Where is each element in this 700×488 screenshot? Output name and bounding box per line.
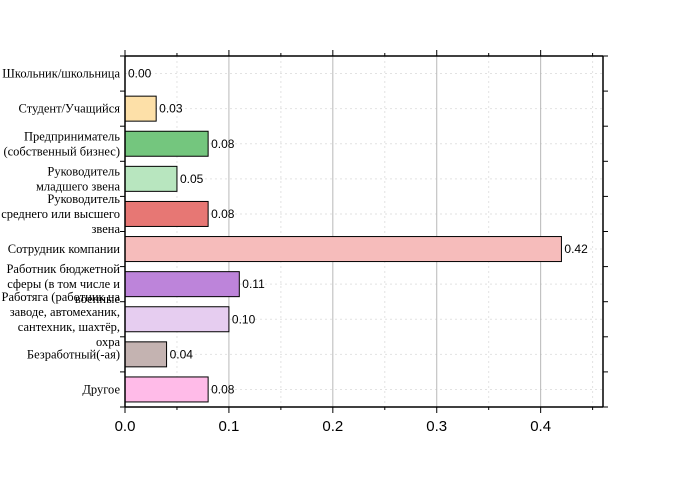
bar — [124, 165, 178, 192]
x-tick-label: 0.0 — [115, 418, 136, 435]
category-label: Работник бюджетной сферы (в том числе и во… — [6, 262, 120, 306]
bars — [124, 95, 562, 403]
axes: 0.0 0.1 0.2 0.3 0.4 — [115, 50, 608, 435]
value-label: 0.42 — [564, 242, 588, 256]
x-tick-label: 0.3 — [426, 418, 447, 435]
category-label: Работяга (работник на заводе, автомеханик… — [2, 290, 121, 349]
bar — [124, 271, 240, 298]
value-label: 0.10 — [232, 312, 256, 326]
category-label: Другое — [82, 382, 120, 396]
bar — [124, 306, 230, 333]
category-label: Руководитель среднего или высшего звена — [1, 192, 120, 236]
category-label: Сотрудник компании — [8, 242, 120, 256]
value-label: 0.08 — [211, 382, 235, 396]
value-label: 0.00 — [128, 67, 152, 81]
category-label: Школьник/школьница — [2, 67, 120, 81]
category-label: Руководитель младшего звена — [36, 164, 120, 193]
value-label: 0.11 — [242, 277, 265, 291]
value-label: 0.04 — [170, 347, 194, 361]
bar — [124, 376, 209, 403]
value-label: 0.03 — [159, 102, 183, 116]
value-label: 0.05 — [180, 172, 204, 186]
value-labels: 0.00 0.03 0.08 0.05 0.08 0.42 0.11 0.10 0.04 0.08 — [128, 67, 588, 397]
x-tick-label: 0.4 — [530, 418, 551, 435]
bar — [124, 236, 562, 263]
bar — [124, 130, 209, 157]
value-label: 0.08 — [211, 207, 235, 221]
bar — [124, 200, 209, 227]
bar — [124, 341, 168, 368]
grid — [125, 56, 603, 407]
category-labels: Школьник/школьница Студент/Учащийся Предпр… — [1, 67, 120, 397]
value-label: 0.08 — [211, 137, 235, 151]
category-label: Студент/Учащийся — [19, 102, 121, 116]
category-label: Предприниматель (собственный бизнес) — [3, 129, 120, 158]
x-tick-label: 0.2 — [322, 418, 343, 435]
bar — [124, 95, 157, 122]
x-tick-label: 0.1 — [218, 418, 239, 435]
category-label: Безработный(-ая) — [27, 347, 120, 361]
